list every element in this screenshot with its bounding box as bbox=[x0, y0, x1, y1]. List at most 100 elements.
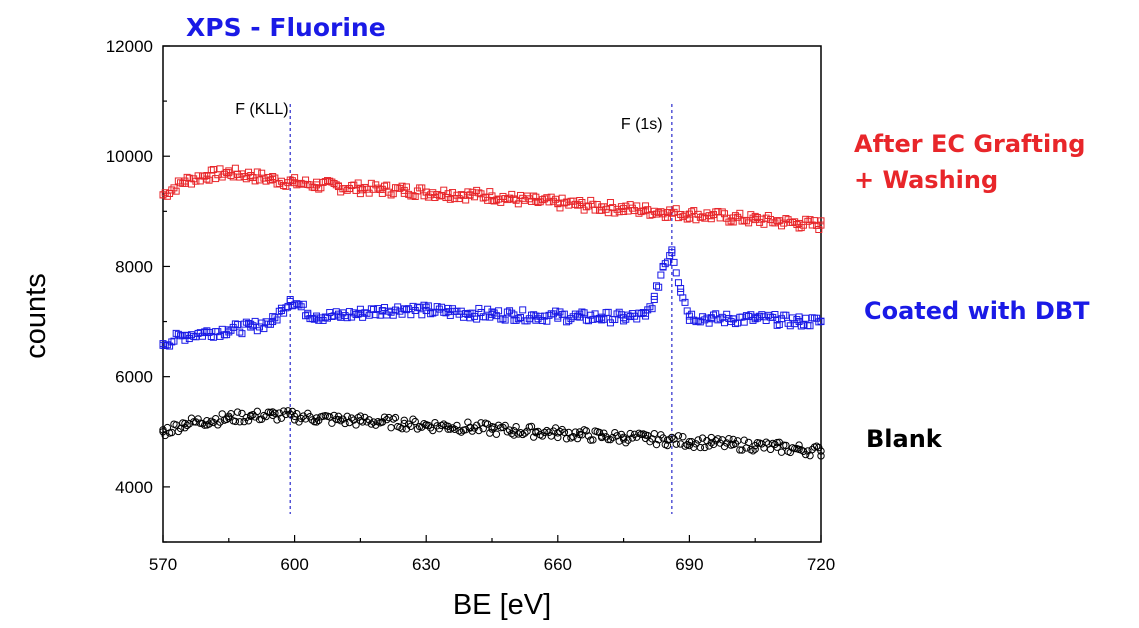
data-point bbox=[451, 425, 459, 433]
data-point bbox=[574, 312, 582, 320]
data-point bbox=[174, 177, 182, 185]
data-point bbox=[665, 435, 674, 444]
data-point bbox=[668, 209, 676, 217]
data-point bbox=[600, 429, 608, 437]
data-point bbox=[291, 174, 299, 182]
data-point bbox=[262, 412, 270, 421]
series-label-line: After EC Grafting bbox=[854, 130, 1085, 158]
data-point bbox=[492, 430, 501, 438]
data-point bbox=[749, 214, 757, 222]
data-point bbox=[238, 330, 246, 338]
data-point bbox=[387, 191, 395, 199]
data-point bbox=[501, 316, 509, 324]
series-3 bbox=[159, 407, 825, 460]
data-point bbox=[457, 191, 465, 199]
data-point bbox=[817, 452, 825, 460]
data-point bbox=[413, 425, 422, 433]
data-point bbox=[620, 208, 628, 216]
data-point bbox=[764, 212, 772, 220]
data-point bbox=[538, 317, 546, 325]
data-point bbox=[751, 445, 759, 453]
data-point bbox=[218, 410, 226, 418]
data-point bbox=[225, 412, 233, 420]
data-point bbox=[282, 304, 290, 312]
data-point bbox=[198, 332, 206, 340]
data-point bbox=[352, 421, 360, 429]
data-point bbox=[670, 258, 678, 266]
data-point bbox=[233, 408, 242, 416]
data-point bbox=[655, 283, 663, 291]
data-point bbox=[295, 301, 303, 309]
data-point bbox=[266, 320, 274, 328]
data-point bbox=[532, 193, 540, 201]
data-point bbox=[495, 307, 503, 315]
data-point bbox=[547, 193, 555, 201]
data-point bbox=[628, 204, 636, 212]
data-point bbox=[475, 304, 483, 312]
data-point bbox=[183, 421, 191, 430]
data-point bbox=[159, 191, 167, 199]
data-point bbox=[604, 435, 612, 444]
data-point bbox=[381, 304, 389, 312]
data-point bbox=[200, 421, 209, 429]
data-point bbox=[556, 204, 564, 212]
data-point bbox=[394, 303, 402, 311]
data-point bbox=[716, 214, 724, 222]
data-point bbox=[813, 221, 821, 229]
data-point bbox=[582, 203, 590, 211]
data-point bbox=[168, 338, 176, 346]
data-point bbox=[740, 318, 748, 326]
data-point bbox=[576, 197, 584, 205]
data-point bbox=[332, 181, 340, 189]
data-point bbox=[652, 440, 661, 449]
data-point bbox=[657, 208, 665, 216]
series-label-3: Blank bbox=[866, 425, 943, 453]
data-point bbox=[744, 438, 753, 447]
data-point bbox=[646, 303, 654, 311]
data-point bbox=[582, 316, 590, 324]
data-point bbox=[679, 213, 687, 221]
data-point bbox=[597, 433, 606, 442]
data-point bbox=[394, 184, 402, 192]
data-point bbox=[734, 213, 742, 221]
data-point bbox=[407, 311, 415, 319]
data-point bbox=[325, 413, 334, 421]
data-point bbox=[358, 418, 367, 426]
data-point bbox=[591, 310, 599, 318]
data-point bbox=[251, 317, 259, 325]
data-point bbox=[602, 309, 610, 317]
data-point bbox=[503, 428, 512, 436]
data-point bbox=[185, 335, 193, 343]
data-point bbox=[330, 411, 338, 420]
data-point bbox=[192, 177, 200, 185]
data-point bbox=[225, 328, 233, 336]
data-point bbox=[738, 217, 746, 225]
data-point bbox=[773, 316, 781, 324]
data-point bbox=[277, 304, 285, 312]
data-point bbox=[345, 418, 354, 427]
data-point bbox=[481, 313, 489, 321]
data-point bbox=[429, 189, 437, 197]
data-point bbox=[168, 186, 176, 194]
data-point bbox=[477, 308, 485, 316]
data-point bbox=[617, 430, 626, 439]
data-point bbox=[231, 417, 240, 426]
data-point bbox=[313, 178, 321, 186]
data-point bbox=[722, 439, 731, 447]
series-1 bbox=[159, 164, 825, 234]
data-point bbox=[356, 305, 364, 313]
data-point bbox=[521, 196, 529, 204]
data-point bbox=[245, 320, 253, 328]
data-point bbox=[418, 184, 426, 192]
data-point bbox=[806, 216, 814, 224]
data-point bbox=[227, 171, 235, 179]
data-point bbox=[771, 440, 779, 449]
data-point bbox=[672, 205, 680, 213]
data-point bbox=[795, 313, 803, 321]
data-point bbox=[642, 206, 650, 214]
data-point bbox=[731, 320, 739, 328]
y-tick-label: 8000 bbox=[115, 257, 153, 276]
data-point bbox=[209, 166, 217, 174]
data-point bbox=[815, 318, 823, 326]
